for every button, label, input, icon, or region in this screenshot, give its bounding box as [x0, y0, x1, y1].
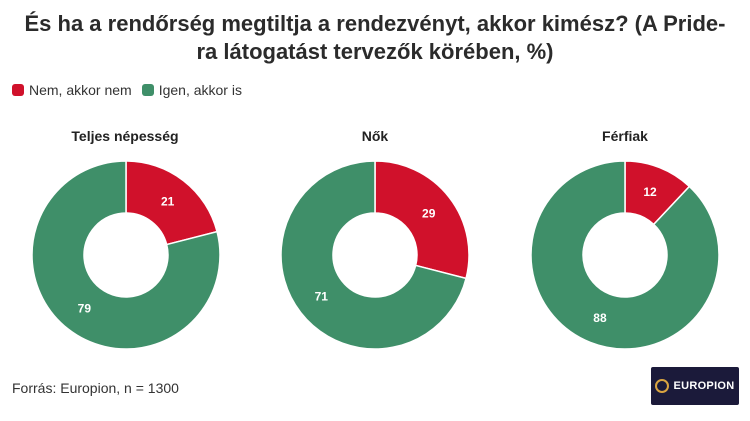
slice-total-no: [125, 160, 218, 246]
data-label-men-yes: 88: [593, 311, 607, 325]
donut-chart-total: 21 79: [31, 160, 221, 350]
logo-text: EUROPION: [673, 380, 735, 392]
source-note: Forrás: Europion, n = 1300: [12, 380, 179, 396]
legend-label-no: Nem, akkor nem: [29, 82, 132, 98]
legend: Nem, akkor nem Igen, akkor is: [12, 82, 252, 98]
slice-men-yes: [530, 160, 720, 350]
donut-chart-men: 12 88: [530, 160, 720, 350]
slice-total-yes: [31, 160, 221, 350]
slice-women-no: [374, 160, 470, 280]
data-label-men-no: 12: [643, 185, 657, 199]
panel-title-men: Férfiak: [602, 128, 648, 144]
legend-swatch-yes: [141, 84, 154, 96]
data-label-total-yes: 79: [78, 302, 92, 316]
slice-women-yes: [280, 160, 467, 350]
logo-mark-icon: [655, 379, 670, 393]
legend-item-yes: Igen, akkor is: [141, 82, 242, 98]
data-label-women-no: 29: [422, 206, 436, 220]
europion-logo: EUROPION: [651, 367, 739, 405]
panel-title-women: Nők: [361, 128, 389, 144]
legend-swatch-no: [12, 84, 24, 96]
chart-title: És ha a rendőrség megtiltja a rendezvény…: [24, 11, 726, 64]
data-label-women-yes: 71: [315, 290, 329, 304]
donut-chart-women: 29 71: [280, 160, 470, 350]
data-label-total-no: 21: [161, 194, 175, 208]
legend-item-no: Nem, akkor nem: [12, 82, 132, 98]
legend-label-yes: Igen, akkor is: [158, 82, 242, 98]
panel-title-total: Teljes népesség: [71, 128, 179, 144]
